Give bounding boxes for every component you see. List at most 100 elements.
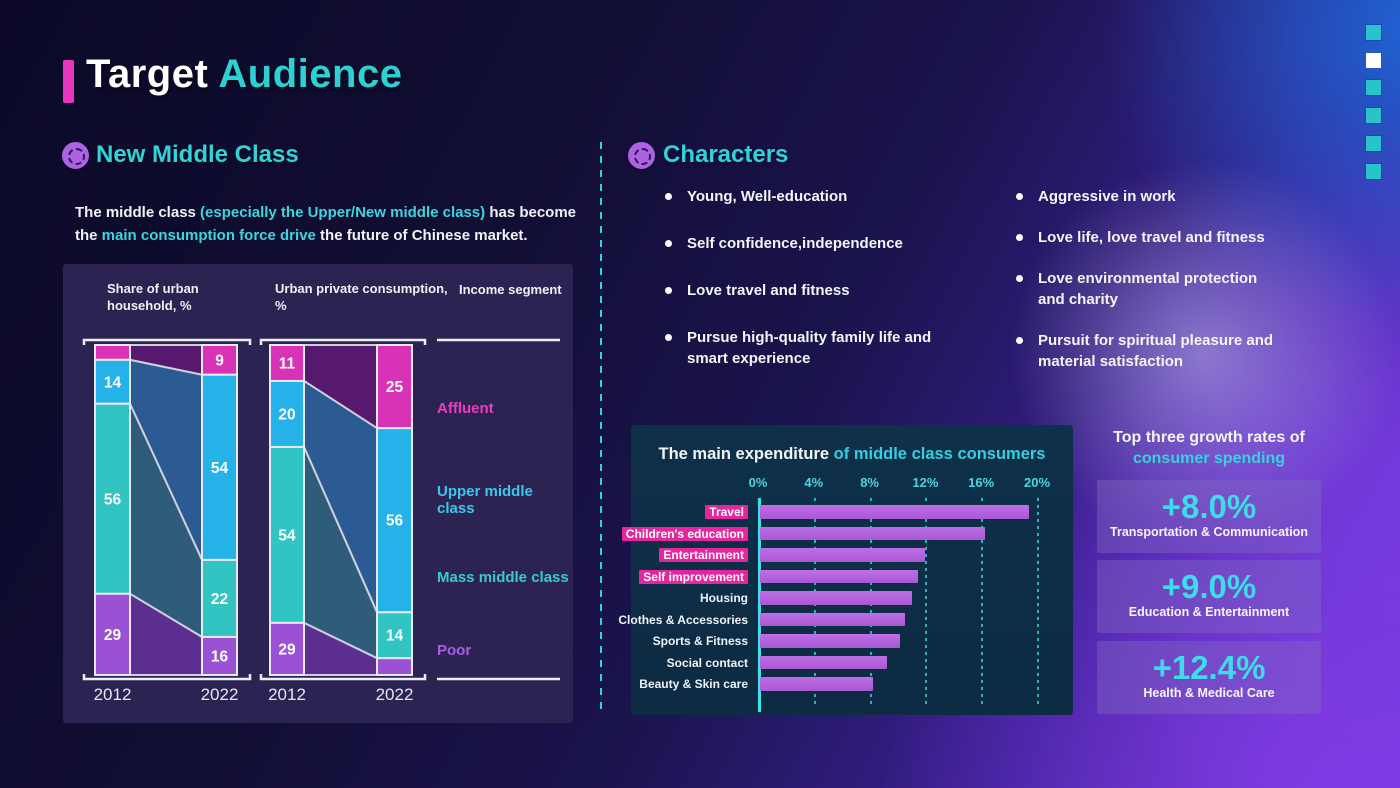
svg-text:2022: 2022 (376, 685, 414, 704)
character-bullet-item: Aggressive in work (1013, 186, 1288, 207)
characters-list-left: Young, Well-education Self confidence,ind… (662, 186, 962, 395)
alluvial-stacked-bar-chart: 14 56 29 2012 9 54 22 16 2022 11 20 54 29 2012 25 56 14 2… (82, 338, 560, 704)
section-header-characters: Characters (663, 141, 789, 168)
description-line: The middle class (especially the Upper/N… (75, 201, 585, 224)
x-tick-label: 16% (968, 475, 995, 490)
bar-row: Beauty & Skin care (631, 677, 1073, 691)
bar-row: Social contact (631, 655, 1073, 670)
bar-row: Clothes & Accessories (618, 612, 1073, 627)
bar-category-label: Clothes & Accessories (618, 612, 748, 627)
bar-category-label: Social contact (666, 655, 748, 670)
bar-category-label: Self improvement (639, 569, 748, 584)
characters-list-right: Aggressive in work Love life, love travel… (1013, 186, 1288, 392)
bar (760, 526, 985, 540)
x-tick-label: 12% (912, 475, 939, 490)
bar-category-label: Sports & Fitness (652, 634, 748, 648)
character-bullet-item: Self confidence,independence (662, 233, 962, 254)
page-title-suffix: Audience (218, 52, 403, 96)
income-segment-label: Upper middle class (437, 483, 533, 517)
svg-text:9: 9 (215, 352, 224, 369)
decor-square (1365, 134, 1382, 152)
description-line: the main consumption force drive the fut… (75, 224, 585, 247)
svg-text:14: 14 (386, 628, 404, 645)
bar (760, 569, 918, 583)
growth-card-health: +12.4% Health & Medical Care (1097, 641, 1321, 714)
growth-label: Health & Medical Care (1143, 686, 1275, 700)
decor-square (1365, 79, 1382, 97)
middle-class-description: The middle class (especially the Upper/N… (75, 201, 585, 247)
svg-text:22: 22 (211, 591, 228, 608)
bar (760, 505, 1030, 519)
bar (760, 655, 887, 669)
x-tick-label: 0% (748, 475, 768, 490)
svg-text:2022: 2022 (201, 685, 239, 704)
description-text: The middle class (75, 204, 201, 221)
coin-smiley-icon (62, 142, 89, 169)
growth-value: +12.4% (1152, 649, 1266, 686)
bar (760, 677, 873, 691)
grid-line (981, 498, 984, 708)
x-tick-label: 8% (860, 475, 879, 490)
character-bullet-item: Young, Well-education (662, 186, 962, 207)
svg-text:25: 25 (386, 379, 404, 396)
description-text: has become (485, 204, 577, 221)
svg-text:14: 14 (104, 374, 122, 391)
x-axis-line (758, 498, 761, 712)
growth-card-transportation: +8.0% Transportation & Communication (1097, 480, 1321, 553)
expenditure-title-plain: The main expenditure (658, 445, 830, 463)
svg-text:56: 56 (386, 513, 404, 530)
svg-text:2012: 2012 (94, 685, 132, 704)
growth-card-education: +9.0% Education & Entertainment (1097, 560, 1321, 633)
grid-line (925, 498, 928, 708)
description-text: the future of Chinese market. (315, 227, 528, 244)
bar-row: Travel (631, 505, 1073, 519)
income-segment-label: Poor (437, 642, 472, 659)
svg-text:54: 54 (278, 527, 296, 544)
page-title: Target Audience (86, 52, 402, 97)
growth-value: +8.0% (1161, 488, 1257, 525)
character-bullet-item: Pursuit for spiritual pleasure and mater… (1013, 330, 1288, 372)
decor-square (1365, 107, 1382, 125)
bar-category-label: Housing (700, 591, 748, 605)
growth-title-plain: Top three growth rates of (1113, 429, 1305, 446)
chart-column-header: Urban private consumption, % (275, 281, 448, 313)
x-tick-label: 4% (804, 475, 824, 490)
growth-value: +9.0% (1161, 568, 1257, 605)
page-title-prefix: Target (86, 52, 209, 96)
expenditure-title-accent: of middle class consumers (833, 445, 1046, 463)
growth-rates-title: Top three growth rates of consumer spend… (1097, 427, 1321, 469)
bar (760, 548, 925, 562)
income-segment-label: Affluent (437, 400, 494, 417)
income-segment-header: Income segment (459, 282, 562, 297)
section-divider (600, 142, 602, 714)
growth-title-accent: consumer spending (1132, 450, 1286, 467)
svg-text:16: 16 (211, 648, 229, 665)
bar-row: Housing (631, 591, 1073, 605)
bar-row: Children's education (621, 526, 1073, 541)
bar-row: Entertainment (631, 548, 1073, 562)
bar-category-label: Children's education (621, 526, 748, 541)
svg-text:29: 29 (104, 627, 122, 644)
bar-category-label: Travel (705, 505, 748, 519)
coin-smiley-icon (628, 142, 655, 169)
svg-text:56: 56 (104, 491, 122, 508)
bar-row: Self improvement (631, 569, 1073, 584)
chart-column-header: Share of urban household, % (107, 281, 199, 313)
description-accent-text: main consumption force drive (101, 227, 316, 244)
svg-text:11: 11 (279, 355, 296, 372)
character-bullet-item: Pursue high-quality family life and smar… (662, 327, 962, 369)
description-text: the (75, 227, 102, 244)
income-segment-label: Mass middle class (437, 569, 569, 586)
section-header-new-middle-class: New Middle Class (96, 141, 299, 168)
expenditure-chart-title: The main expenditure of middle class con… (631, 445, 1073, 464)
title-accent-bar (63, 60, 74, 103)
grid-line (1037, 498, 1039, 708)
bar-row: Sports & Fitness (631, 634, 1073, 648)
growth-label: Education & Entertainment (1128, 605, 1290, 619)
bar (760, 591, 913, 605)
character-bullet-item: Love travel and fitness (662, 280, 962, 301)
svg-text:29: 29 (278, 641, 296, 658)
x-tick-label: 20% (1023, 475, 1051, 490)
description-accent-text: (especially the Upper/New middle class) (200, 204, 486, 221)
